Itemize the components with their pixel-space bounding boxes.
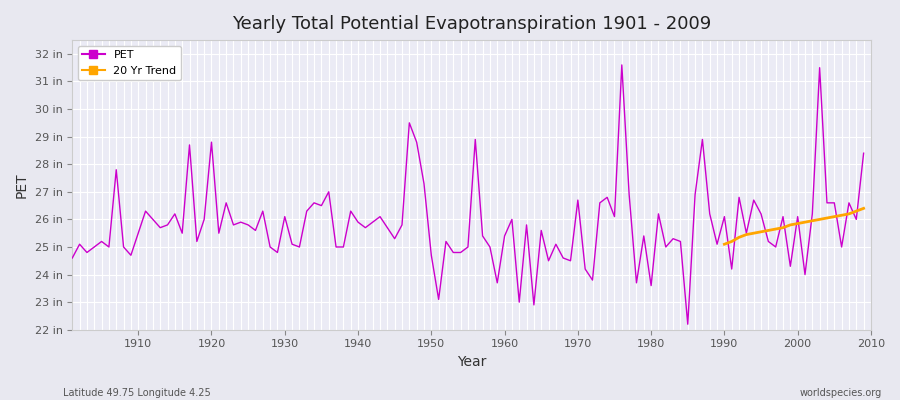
X-axis label: Year: Year [457, 355, 486, 369]
Text: worldspecies.org: worldspecies.org [800, 388, 882, 398]
Legend: PET, 20 Yr Trend: PET, 20 Yr Trend [77, 46, 181, 80]
Y-axis label: PET: PET [15, 172, 29, 198]
Text: Latitude 49.75 Longitude 4.25: Latitude 49.75 Longitude 4.25 [63, 388, 211, 398]
Title: Yearly Total Potential Evapotranspiration 1901 - 2009: Yearly Total Potential Evapotranspiratio… [232, 15, 711, 33]
